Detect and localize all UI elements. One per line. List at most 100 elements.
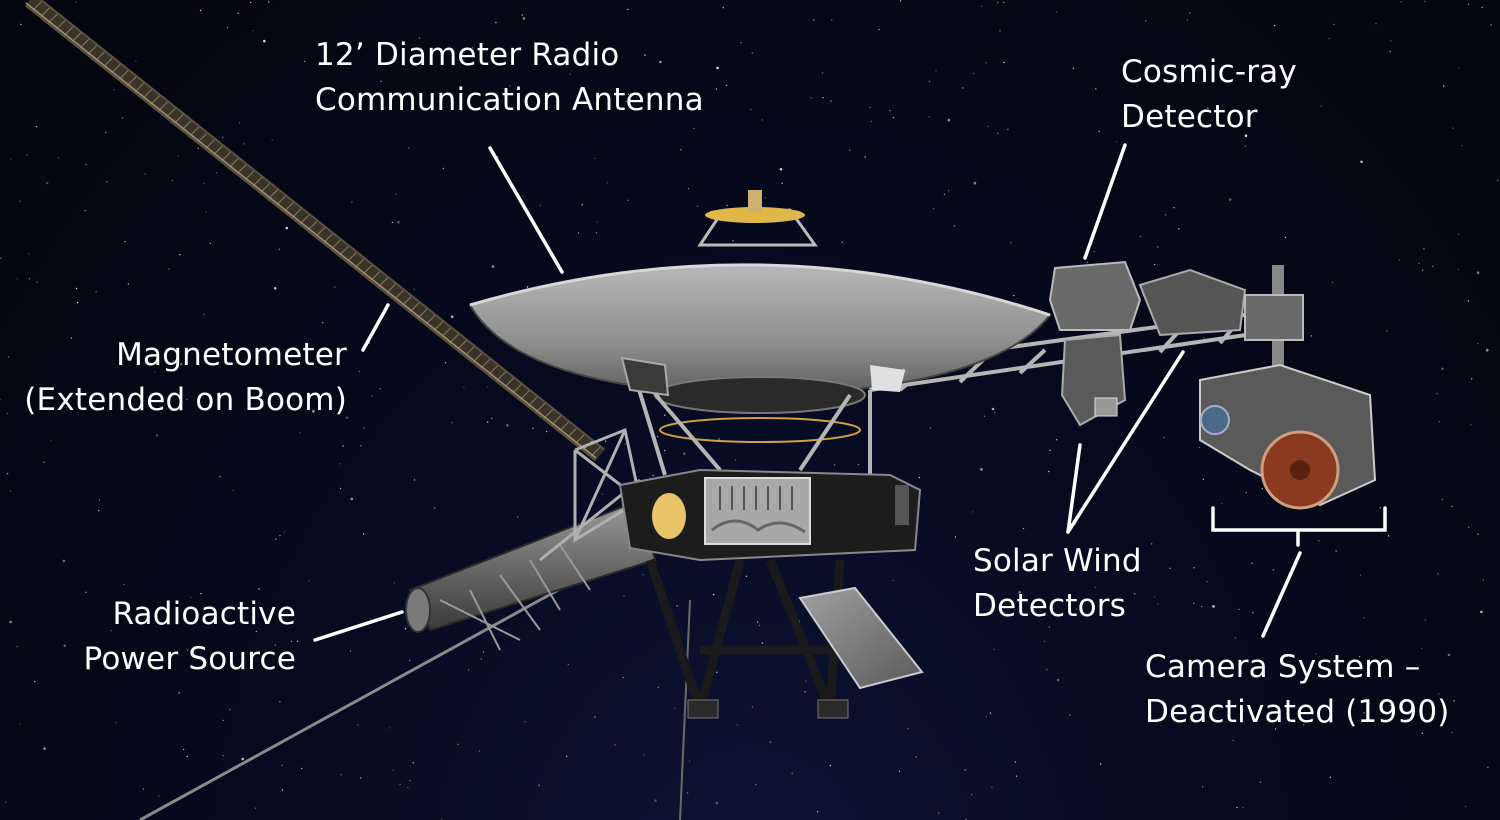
star <box>696 205 699 207</box>
star <box>1436 392 1438 395</box>
star <box>98 499 101 501</box>
star <box>179 363 183 366</box>
star <box>98 510 100 512</box>
star <box>718 438 720 440</box>
label-solar-wind-detectors: Solar Wind Detectors <box>973 539 1142 629</box>
star <box>105 131 107 134</box>
star <box>34 680 36 683</box>
star <box>158 795 160 797</box>
star <box>606 182 609 184</box>
star <box>349 650 352 652</box>
star <box>750 108 752 111</box>
star <box>190 596 192 599</box>
star <box>395 193 397 195</box>
star <box>1421 269 1424 271</box>
star <box>1421 732 1424 734</box>
star <box>734 459 737 461</box>
star <box>115 721 117 724</box>
star <box>467 669 470 671</box>
star <box>1441 367 1444 371</box>
star <box>0 398 1 401</box>
star <box>85 163 87 166</box>
star <box>878 28 880 31</box>
star <box>1451 505 1453 508</box>
star <box>1234 637 1237 639</box>
star <box>407 787 409 789</box>
star <box>172 360 175 362</box>
star <box>1331 281 1334 284</box>
star <box>1476 271 1480 275</box>
star <box>1438 421 1440 423</box>
star <box>345 416 349 420</box>
star <box>947 118 951 122</box>
star <box>1151 543 1153 545</box>
star <box>124 240 126 243</box>
star <box>1467 526 1470 528</box>
star <box>1333 380 1336 383</box>
star <box>444 362 447 364</box>
star <box>457 743 459 745</box>
star <box>50 440 52 442</box>
star <box>751 52 753 54</box>
star <box>983 415 986 417</box>
star <box>1193 602 1195 604</box>
star <box>16 278 19 280</box>
label-cosmic-ray-line1: Cosmic-ray <box>1121 54 1297 90</box>
star <box>1201 786 1204 788</box>
star <box>1272 569 1275 571</box>
star <box>999 30 1001 32</box>
star <box>254 807 257 809</box>
star <box>768 740 772 744</box>
star <box>604 440 607 442</box>
star <box>203 182 205 185</box>
star <box>155 434 159 437</box>
star <box>1049 449 1051 452</box>
star <box>1477 533 1479 535</box>
star <box>506 424 509 427</box>
star <box>371 395 373 397</box>
star <box>290 640 293 643</box>
star <box>674 707 676 710</box>
star <box>664 449 666 452</box>
star <box>135 60 137 62</box>
star <box>973 181 977 185</box>
star <box>1212 676 1214 678</box>
star <box>1284 236 1287 239</box>
magnetometer-boom <box>25 0 605 462</box>
star <box>1244 145 1247 147</box>
star <box>1379 507 1382 509</box>
star <box>928 80 931 83</box>
star <box>601 493 604 495</box>
star <box>1477 342 1479 345</box>
star <box>6 412 8 415</box>
star <box>1207 107 1209 109</box>
star <box>434 507 436 509</box>
star <box>279 701 281 703</box>
star <box>171 179 174 182</box>
label-camera-line1: Camera System – <box>1145 649 1421 685</box>
star <box>1048 470 1050 473</box>
star <box>1360 160 1363 164</box>
star <box>545 430 548 433</box>
star <box>688 760 691 762</box>
star <box>756 621 759 623</box>
star <box>1432 265 1434 268</box>
star <box>686 792 689 794</box>
star <box>1206 581 1208 583</box>
star <box>831 19 833 21</box>
star <box>219 475 221 478</box>
star <box>1046 668 1048 671</box>
star <box>19 200 21 202</box>
star <box>1424 0 1426 3</box>
star <box>95 290 97 293</box>
star <box>238 122 241 124</box>
star <box>624 443 626 445</box>
star <box>9 620 12 624</box>
star <box>595 232 598 234</box>
star <box>1203 337 1205 339</box>
star <box>781 182 783 184</box>
star <box>463 386 465 388</box>
star <box>304 60 306 63</box>
star <box>1375 22 1377 25</box>
star <box>935 70 937 72</box>
